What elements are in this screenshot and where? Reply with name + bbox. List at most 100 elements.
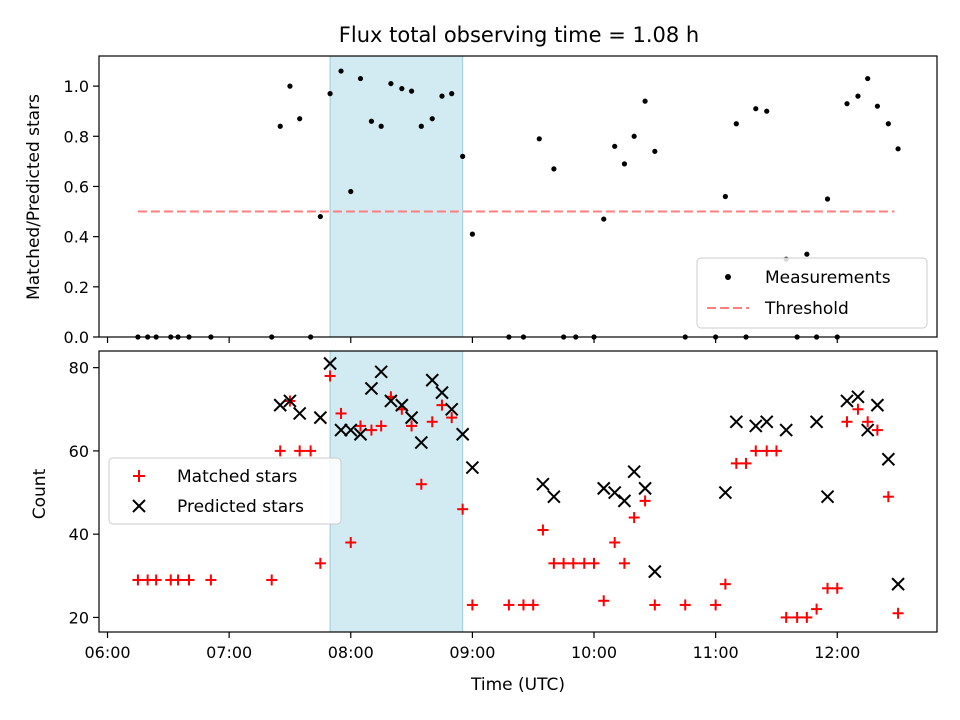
predicted-star-marker	[820, 489, 835, 504]
measurement-point	[460, 153, 466, 159]
matched-star-marker	[780, 611, 792, 623]
predicted-star-marker	[851, 390, 865, 404]
x-tick-label: 09:00	[449, 643, 495, 662]
matched-star-marker	[719, 578, 731, 590]
measurement-point	[601, 216, 607, 222]
measurement-point	[277, 123, 283, 129]
top-y-tick-label: 0.4	[64, 228, 89, 247]
bottom-y-tick-label: 60	[69, 442, 89, 461]
predicted-star-marker	[648, 564, 662, 579]
predicted-star-marker	[353, 427, 368, 441]
legend-threshold-label: Threshold	[764, 299, 849, 319]
matched-star-marker	[132, 574, 144, 586]
top-y-tick-label: 0.6	[64, 177, 89, 196]
predicted-star-marker	[779, 423, 793, 437]
x-tick-label: 11:00	[693, 643, 739, 662]
predicted-star-marker	[870, 398, 885, 412]
top-axes-frame	[98, 55, 938, 338]
matched-star-marker	[457, 503, 469, 515]
top-observing-span	[329, 55, 464, 338]
matched-star-marker	[822, 582, 834, 594]
measurement-point	[722, 193, 728, 200]
measurement-point	[378, 123, 384, 129]
predicted-star-marker	[881, 452, 896, 466]
predicted-star-marker	[536, 477, 550, 491]
measurement-point	[399, 86, 405, 92]
measurement-point	[418, 123, 424, 129]
predicted-star-marker	[465, 460, 480, 475]
measurement-point	[439, 93, 445, 99]
legend-predicted-marker	[132, 499, 146, 513]
bottom-y-axis-label: Count	[30, 468, 50, 519]
measurement-point	[338, 68, 344, 74]
matched-star-marker	[679, 599, 691, 611]
bottom-axes-frame	[98, 350, 938, 633]
measurement-point	[317, 213, 323, 220]
matched-star-marker	[588, 557, 600, 569]
matched-star-marker	[548, 557, 560, 569]
measurement-points	[135, 68, 901, 340]
measurement-point	[469, 231, 475, 237]
measurement-point	[536, 136, 542, 142]
measurement-point	[631, 133, 637, 139]
matched-star-marker	[578, 557, 590, 569]
chart-title: Flux total observing time = 1.08 h	[339, 23, 699, 47]
matched-star-marker	[567, 557, 579, 569]
predicted-star-marker	[749, 419, 763, 433]
matched-star-marker	[841, 416, 853, 428]
matched-star-marker	[537, 524, 549, 536]
matched-star-marker	[871, 424, 883, 436]
bottom-observing-span	[329, 350, 464, 633]
legend-matched-marker	[133, 470, 145, 482]
measurement-point	[429, 116, 435, 122]
matched-star-marker	[324, 370, 336, 382]
matched-star-marker	[527, 599, 539, 611]
measurement-point	[824, 196, 831, 202]
matched-star-marker	[649, 599, 661, 611]
bottom-y-tick-label: 40	[69, 525, 89, 544]
measurement-point	[642, 98, 648, 104]
top-y-tick-label: 0.2	[64, 278, 89, 297]
measurement-point	[855, 93, 861, 99]
predicted-star-marker	[435, 385, 449, 400]
matched-star-marker	[892, 607, 904, 619]
predicted-star-marker	[283, 394, 297, 408]
matched-star-marker	[274, 445, 286, 457]
matched-star-marker	[862, 416, 874, 428]
matched-star-marker	[172, 574, 184, 586]
measurement-point	[297, 116, 303, 122]
matched-star-marker	[618, 557, 630, 569]
matched-star-marker	[294, 445, 306, 457]
x-tick-label: 06:00	[84, 643, 130, 662]
top-y-tick-label: 1.0	[64, 77, 89, 96]
predicted-star-marker	[292, 406, 307, 421]
measurement-point	[865, 75, 871, 82]
matched-star-marker	[609, 536, 621, 548]
matched-star-marker	[791, 611, 803, 623]
matched-star-marker	[770, 445, 782, 457]
x-tick-label: 07:00	[206, 643, 252, 662]
matched-star-marker	[710, 599, 722, 611]
matched-star-marker	[436, 399, 448, 411]
predicted-star-marker	[891, 577, 905, 591]
x-axis-label: Time (UTC)	[470, 675, 565, 695]
top-y-tick-label: 0.8	[64, 127, 89, 146]
matched-star-marker	[730, 457, 742, 469]
matched-star-marker	[305, 445, 317, 457]
measurement-point	[551, 166, 557, 172]
matched-star-marker	[750, 445, 762, 457]
bottom-legend-box	[108, 457, 342, 525]
predicted-star-marker	[414, 435, 429, 450]
predicted-star-marker	[384, 394, 398, 408]
measurement-point	[844, 101, 850, 107]
bottom-y-tick-label: 80	[69, 359, 89, 378]
predicted-star-marker	[344, 423, 358, 437]
matched-star-marker	[811, 603, 823, 615]
predicted-star-marker	[597, 481, 611, 496]
predicted-star-marker	[404, 410, 419, 425]
matched-stars-points	[132, 370, 904, 623]
matched-star-marker	[466, 599, 478, 611]
matched-star-marker	[354, 420, 366, 432]
top-y-tick-label: 0.0	[64, 328, 89, 347]
matched-star-marker	[852, 403, 864, 415]
